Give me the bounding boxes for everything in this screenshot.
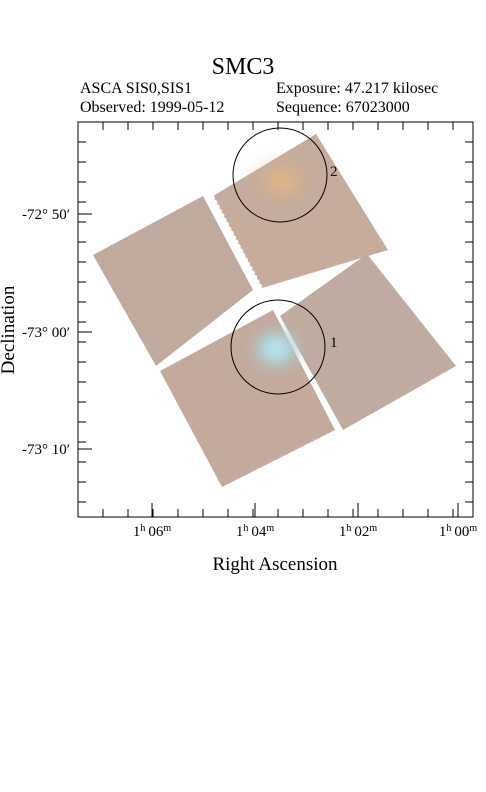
source-circle-1 [230,299,326,395]
y-tick-labels: -72° 50′ -73° 00′ -73° 10′ [22,207,92,458]
chart-title: SMC3 [211,54,275,80]
x-tick-label: 1h 04m [236,523,275,540]
detector-chip-lower-right [280,254,456,430]
source-2-emission [248,155,316,207]
sequence-label: Sequence: 67023000 [276,99,410,116]
instrument-label: ASCA SIS0,SIS1 [80,80,193,97]
source-label-2: 2 [330,164,338,180]
x-tick-label: 1h 02m [339,523,378,540]
y-tick-label: -73° 00′ [22,325,70,341]
x-tick-label: 1h 06m [133,523,172,540]
y-tick-label: -73° 10′ [22,442,70,458]
y-tick-label: -72° 50′ [22,207,70,223]
observed-label: Observed: 1999-05-12 [80,99,225,116]
y-axis-label: Declination [0,285,19,375]
source-1-emission [246,323,306,375]
exposure-label: Exposure: 47.217 kilosec [276,80,439,97]
source-circle-2 [232,127,328,223]
chip-gap-line [212,195,263,289]
plot-frame [77,121,474,518]
x-axis-label: Right Ascension [212,554,338,575]
x-tick-labels: 1h 06m 1h 04m 1h 02m 1h 00m [133,503,478,540]
detector-chip-upper-left [93,196,253,366]
source-label-1: 1 [330,335,338,351]
minor-ticks [78,122,473,517]
x-tick-label: 1h 00m [439,523,478,540]
